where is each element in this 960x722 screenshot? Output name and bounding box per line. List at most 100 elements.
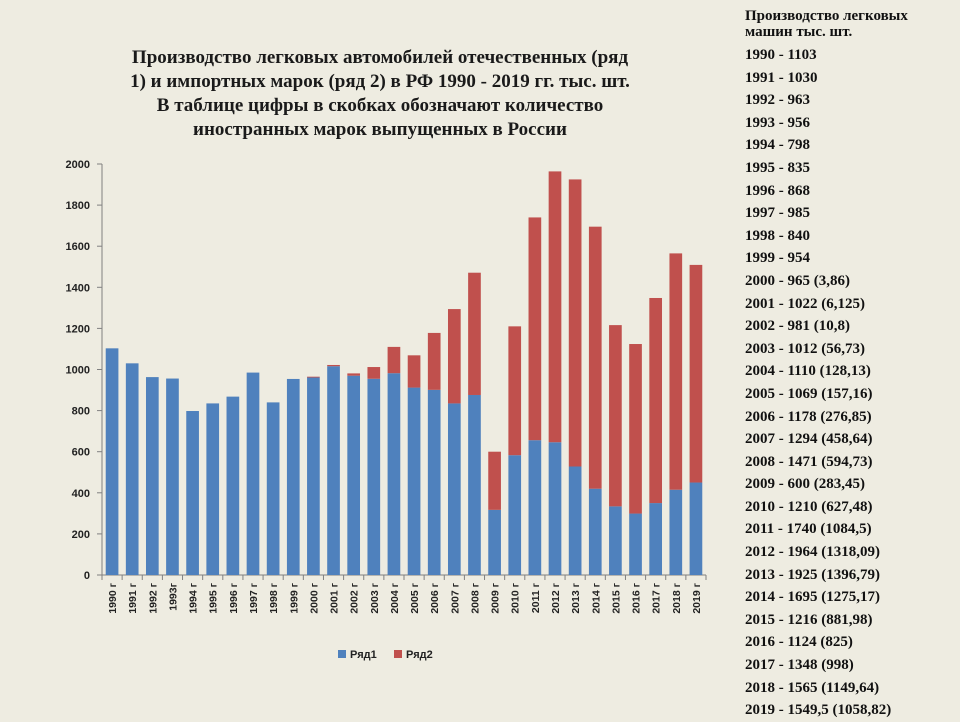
y-tick-label: 0 [84, 570, 90, 582]
bar-series-1 [488, 509, 501, 575]
y-tick-label: 1400 [66, 282, 90, 294]
x-tick-label: 2004 г [389, 582, 401, 613]
y-tick-label: 1000 [66, 365, 90, 377]
x-tick-label: 2002 г [349, 582, 361, 613]
x-tick-label: 1991 г [127, 582, 139, 613]
bar-series-2 [347, 373, 361, 376]
table-row: 2002 - 981 (10,8) [745, 318, 850, 335]
bar-series-2 [669, 253, 683, 490]
x-tick-label: 1993г [167, 582, 179, 610]
table-row: 2001 - 1022 (6,125) [745, 295, 865, 312]
bar-series-1 [629, 513, 642, 575]
bar-series-2 [548, 171, 562, 443]
x-axis: 1990 г 1991 г 1992 г 1993г 1994 г 1995 г 1996 … [101, 574, 707, 614]
bar-series-2 [407, 355, 421, 388]
legend: Ряд1 Ряд2 [338, 649, 433, 661]
table-row: 2007 - 1294 (458,64) [745, 431, 873, 448]
x-tick-label: 2019 г [691, 582, 703, 613]
bar-series-2 [447, 309, 461, 404]
bar-series-1 [347, 375, 361, 575]
bar-series-1 [609, 506, 622, 575]
bar-series-2 [327, 364, 340, 367]
table-row: 1996 - 868 [745, 182, 810, 199]
bar-series-1 [266, 402, 280, 575]
bar-series-2 [689, 264, 703, 483]
bar-series-1 [246, 372, 260, 575]
legend-label: Ряд2 [406, 649, 433, 661]
table-row: 2009 - 600 (283,45) [745, 476, 865, 493]
bar-series-1 [528, 440, 542, 575]
y-tick-label: 1200 [66, 323, 90, 335]
chart-title-line: Производство легковых автомобилей отечес… [131, 47, 629, 68]
x-tick-label: 2015 г [610, 582, 622, 613]
table-row: 2013 - 1925 (1396,79) [745, 566, 880, 583]
x-tick-label: 2012 г [550, 582, 562, 613]
bar-series-2 [468, 272, 481, 395]
table-row: 1998 - 840 [745, 227, 810, 244]
bar-series-1 [427, 389, 441, 575]
x-tick-label: 2001 г [329, 582, 341, 613]
table-row: 2016 - 1124 (825) [745, 634, 853, 651]
table-row: 1997 - 985 [745, 205, 810, 222]
y-tick-label: 400 [72, 488, 90, 500]
table-header-line: Производство легковых [745, 8, 908, 24]
bar-series-2 [307, 376, 320, 378]
table-row: 1999 - 954 [745, 250, 810, 267]
bar-series-1 [367, 378, 381, 575]
chart-title: Производство легковых автомобилей отечес… [100, 46, 660, 142]
x-tick-label: 2010 г [510, 582, 522, 613]
bar-series-1 [588, 488, 602, 575]
table-row: 2005 - 1069 (157,16) [745, 385, 873, 402]
table-row: 1991 - 1030 [745, 69, 818, 86]
x-tick-label: 1999 г [288, 582, 300, 613]
bar-series-1 [669, 489, 683, 575]
bar-series-1 [568, 466, 582, 575]
y-tick-label: 1600 [66, 241, 90, 253]
x-tick-label: 2013 г [570, 582, 582, 613]
bar-series-1 [307, 377, 320, 575]
bar-series-2 [427, 332, 441, 390]
bar-series-1 [508, 455, 522, 575]
table-row: 2000 - 965 (3,86) [745, 272, 850, 289]
x-tick-label: 2005 г [409, 582, 421, 613]
table-row: 2018 - 1565 (1149,64) [745, 679, 880, 696]
bar-series-1 [186, 411, 199, 575]
x-tick-label: 2016 г [631, 582, 643, 613]
bar-series-1 [649, 503, 663, 575]
x-tick-label: 1994 г [188, 582, 200, 613]
stacked-bar-chart: 0 200 400 600 800 1000 1200 1400 1600 1800 2000 19… [66, 159, 707, 661]
table-row: 1994 - 798 [745, 137, 810, 154]
bar-series-1 [407, 387, 421, 575]
bar-series-1 [548, 442, 562, 575]
x-tick-label: 1997 г [248, 582, 260, 613]
x-tick-label: 1996 г [228, 582, 240, 613]
y-tick-label: 2000 [66, 159, 90, 171]
x-tick-label: 2007 г [449, 582, 461, 613]
legend-swatch [338, 650, 346, 658]
x-tick-label: 2009 г [490, 582, 502, 613]
bar-series-1 [105, 348, 119, 575]
table-row: 2006 - 1178 (276,85) [745, 408, 872, 425]
table-row: 1990 - 1103 [745, 47, 817, 63]
bar-series-1 [226, 396, 240, 575]
legend-swatch [394, 650, 402, 658]
bar-series-1 [689, 482, 703, 575]
table-row: 2014 - 1695 (1275,17) [745, 589, 880, 606]
x-tick-label: 2006 г [429, 582, 441, 613]
table-rows: 1990 - 1103 1991 - 1030 1992 - 963 1993 - 9… [745, 44, 955, 722]
table-row: 2017 - 1348 (998) [745, 657, 854, 674]
y-axis: 0 200 400 600 800 1000 1200 1400 1600 1800 2000 [66, 159, 103, 582]
table-row: 2012 - 1964 (1318,09) [745, 544, 880, 561]
x-tick-label: 2017 г [651, 582, 663, 613]
bar-series-2 [629, 344, 642, 514]
x-tick-label: 1990 г [107, 582, 119, 613]
production-table: Производство легковых машин тыс. шт. 199… [745, 8, 955, 722]
x-tick-label: 2000 г [308, 582, 320, 613]
bar-series-1 [286, 378, 300, 575]
x-tick-label: 1995 г [208, 582, 220, 613]
bar-series-1 [387, 373, 401, 575]
bar-series-2 [387, 346, 401, 374]
bar-series-1 [125, 363, 139, 575]
bar-series-2 [609, 325, 622, 507]
bar-series-1 [166, 378, 179, 575]
